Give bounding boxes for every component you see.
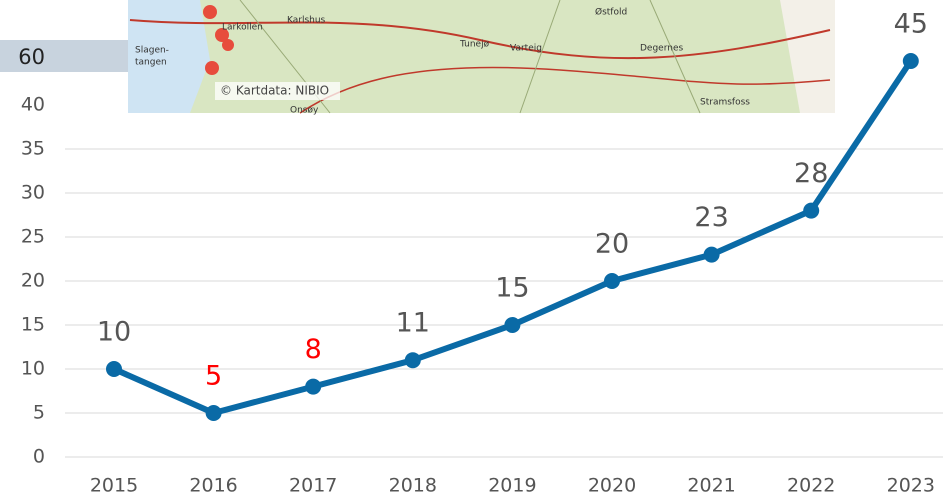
x-tick-label: 2023 xyxy=(887,475,935,497)
data-point xyxy=(504,317,521,333)
data-point xyxy=(803,202,820,219)
data-point xyxy=(902,53,919,69)
data-point xyxy=(404,352,421,369)
x-tick-label: 2016 xyxy=(189,475,237,497)
data-label: 20 xyxy=(595,229,629,260)
map-place: Degernes xyxy=(640,44,684,54)
map-place: tangen xyxy=(135,58,167,68)
y-tick-label: 25 xyxy=(21,226,45,248)
map-place: Varteig xyxy=(510,44,542,54)
data-point xyxy=(604,273,620,289)
x-tick-label: 2022 xyxy=(787,475,835,497)
data-label: 45 xyxy=(894,9,928,40)
y-tick-label: 40 xyxy=(21,94,45,116)
y-tick-label: 30 xyxy=(21,182,45,204)
map-image xyxy=(128,0,835,114)
overlay-box xyxy=(0,40,128,72)
data-point xyxy=(205,405,222,421)
data-label: 28 xyxy=(794,158,828,189)
y-tick-label: 5 xyxy=(33,402,45,424)
map-place: Slagen- xyxy=(135,46,169,56)
y-tick-label: 20 xyxy=(21,270,45,292)
x-tick-label: 2018 xyxy=(389,475,437,497)
data-label: 15 xyxy=(495,273,529,304)
data-label: 10 xyxy=(97,317,131,348)
map-place: Tunejø xyxy=(459,40,490,50)
x-tick-label: 2020 xyxy=(588,475,636,497)
map-place: Onsøy xyxy=(290,106,319,116)
data-label: 23 xyxy=(694,202,728,233)
map-place: Larkollen xyxy=(222,23,263,33)
data-point xyxy=(106,361,122,377)
x-tick-label: 2015 xyxy=(90,475,138,497)
x-tick-label: 2017 xyxy=(289,475,337,497)
data-label: 8 xyxy=(305,334,322,365)
overlay-tick-label: 60 xyxy=(18,45,45,69)
data-point xyxy=(305,378,322,395)
y-tick-label: 15 xyxy=(21,314,45,336)
x-tick-label: 2019 xyxy=(488,475,536,497)
data-point xyxy=(703,246,720,263)
data-label: 11 xyxy=(396,308,430,339)
map-place: Østfold xyxy=(595,7,627,18)
map-credit: © Kartdata: NIBIO xyxy=(220,84,329,98)
y-tick-label: 10 xyxy=(21,358,45,380)
map-place: Stramsfoss xyxy=(700,98,750,108)
y-tick-label: 35 xyxy=(21,138,45,160)
data-label: 5 xyxy=(205,361,222,392)
map-place: Karlshus xyxy=(287,16,326,26)
y-tick-label: 0 xyxy=(33,446,45,468)
x-tick-label: 2021 xyxy=(687,475,735,497)
